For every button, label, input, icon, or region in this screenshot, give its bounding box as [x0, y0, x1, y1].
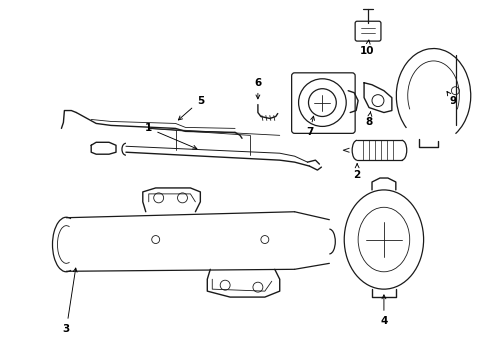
Text: 1: 1 — [145, 123, 197, 149]
Text: 10: 10 — [360, 40, 374, 56]
Text: 7: 7 — [306, 116, 315, 138]
Text: 2: 2 — [353, 164, 361, 180]
Text: 4: 4 — [380, 295, 388, 326]
Text: 8: 8 — [366, 112, 373, 127]
Text: 3: 3 — [63, 268, 77, 334]
Text: 5: 5 — [178, 96, 204, 120]
Text: 6: 6 — [254, 78, 262, 99]
Text: 9: 9 — [447, 91, 457, 105]
